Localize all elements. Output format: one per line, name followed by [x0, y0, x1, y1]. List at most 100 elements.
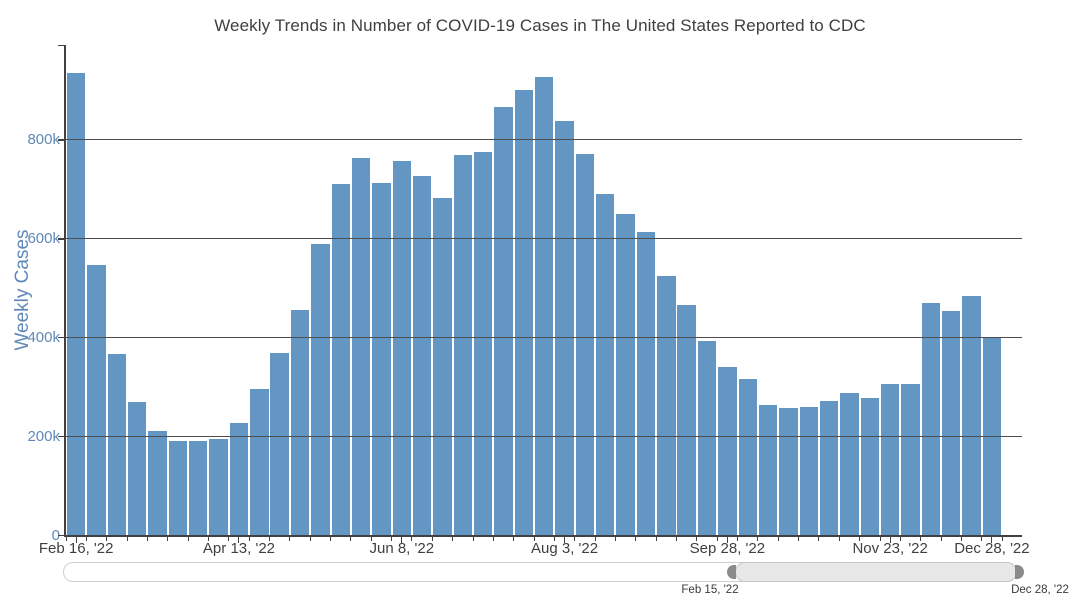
range-slider-right-handle-icon[interactable] — [1015, 565, 1024, 579]
x-tick-mark — [940, 536, 942, 541]
x-tick-mark — [391, 536, 393, 541]
bar-jun-22-22[interactable] — [433, 197, 452, 536]
x-tick-mark — [472, 536, 474, 541]
bar-dec-14-22[interactable] — [942, 310, 961, 536]
bar-aug-10-22[interactable] — [575, 153, 595, 536]
bar-nov-30-22[interactable] — [901, 383, 920, 536]
x-tick-mark-major — [564, 536, 566, 543]
x-tick-mark — [126, 536, 128, 541]
bar-feb-23-22[interactable] — [87, 264, 106, 536]
bar-aug-24-22[interactable] — [616, 214, 635, 536]
x-tick-mark — [167, 536, 169, 541]
x-tick-mark — [65, 536, 67, 541]
bar-mar-30-22[interactable] — [189, 441, 208, 536]
range-slider-selection[interactable] — [735, 562, 1017, 582]
bar-sep-28-22[interactable] — [718, 366, 737, 536]
x-tick-mark — [960, 536, 962, 541]
bar-jul-20-22[interactable] — [514, 89, 534, 536]
x-tick-mark — [676, 536, 677, 541]
x-tick-mark-major — [889, 536, 891, 543]
bar-dec-21-22[interactable] — [962, 296, 981, 536]
bar-jul-13-22[interactable] — [494, 107, 513, 536]
x-tick-mark — [899, 536, 901, 541]
bar-nov-9-22[interactable] — [840, 392, 859, 536]
x-tick-mark — [757, 536, 759, 541]
x-tick-mark — [207, 536, 209, 541]
bar-nov-2-22[interactable] — [819, 400, 839, 536]
bar-aug-3-22[interactable] — [555, 121, 574, 536]
x-tick-mark — [798, 536, 800, 541]
bar-sep-14-22[interactable] — [677, 304, 696, 536]
x-tick-mark — [553, 536, 555, 541]
x-tick-mark — [533, 536, 535, 541]
y-tick-label-200k: 200k — [27, 428, 60, 446]
x-axis-line — [64, 535, 1022, 537]
bar-may-25-22[interactable] — [351, 157, 371, 536]
bar-apr-6-22[interactable] — [209, 439, 228, 536]
bar-may-18-22[interactable] — [331, 184, 350, 536]
x-tick-mark-major — [238, 536, 240, 543]
x-tick-mark-major — [726, 536, 728, 543]
x-tick-mark-major — [75, 536, 77, 543]
x-tick-mark — [106, 536, 108, 541]
x-tick-mark — [655, 536, 657, 541]
bar-jun-15-22[interactable] — [412, 176, 432, 536]
bar-may-4-22[interactable] — [290, 310, 310, 536]
x-tick-mark — [574, 536, 576, 541]
bar-dec-7-22[interactable] — [921, 302, 941, 536]
x-tick-mark — [594, 536, 596, 541]
x-tick-mark — [309, 536, 311, 541]
bar-oct-12-22[interactable] — [758, 405, 778, 536]
bar-feb-16-22[interactable] — [66, 73, 86, 536]
bar-mar-2-22[interactable] — [107, 353, 127, 536]
x-tick-mark — [269, 536, 270, 541]
bar-sep-21-22[interactable] — [697, 340, 717, 536]
bar-jul-6-22[interactable] — [473, 152, 493, 536]
y-tick-label-800k: 800k — [27, 131, 60, 149]
range-slider-left-handle-icon[interactable] — [727, 565, 736, 579]
bar-oct-26-22[interactable] — [799, 406, 818, 536]
x-tick-label-sep-28-22: Sep 28, '22 — [689, 540, 766, 557]
bar-oct-5-22[interactable] — [738, 378, 757, 536]
bar-aug-17-22[interactable] — [596, 193, 615, 536]
bar-jul-27-22[interactable] — [535, 77, 554, 536]
bar-nov-16-22[interactable] — [860, 397, 880, 536]
bar-oct-19-22[interactable] — [779, 408, 798, 536]
bar-nov-23-22[interactable] — [880, 384, 900, 536]
bar-apr-27-22[interactable] — [270, 353, 289, 536]
bar-apr-13-22[interactable] — [229, 423, 249, 536]
x-tick-mark — [228, 536, 230, 541]
bar-sep-7-22[interactable] — [657, 276, 676, 536]
bar-jun-8-22[interactable] — [392, 160, 411, 536]
bar-may-11-22[interactable] — [311, 244, 330, 536]
bar-apr-20-22[interactable] — [250, 388, 269, 536]
bar-mar-23-22[interactable] — [168, 440, 188, 536]
bar-jun-29-22[interactable] — [453, 154, 473, 536]
bar-mar-16-22[interactable] — [148, 431, 167, 536]
x-tick-mark — [370, 536, 372, 541]
x-tick-mark — [920, 536, 922, 541]
gridline-200k — [65, 436, 1022, 438]
x-tick-mark — [350, 536, 352, 541]
y-axis-top-tick — [57, 44, 65, 46]
y-tick-mark — [57, 435, 65, 438]
x-tick-mark — [879, 536, 881, 541]
y-tick-label-400k: 400k — [27, 329, 60, 347]
bar-jun-1-22[interactable] — [372, 182, 391, 536]
x-tick-mark — [452, 536, 454, 541]
x-tick-mark — [289, 536, 291, 541]
y-tick-label-600k: 600k — [27, 230, 60, 248]
x-tick-mark-major — [401, 536, 403, 543]
range-slider-start-label: Feb 15, '22 — [681, 584, 739, 596]
x-tick-label-feb-16-22: Feb 16, '22 — [38, 540, 114, 557]
x-tick-label-dec-28-22: Dec 28, '22 — [954, 540, 1030, 557]
y-tick-mark — [57, 139, 65, 141]
x-tick-mark — [696, 536, 698, 541]
x-tick-mark — [981, 536, 983, 541]
bar-aug-31-22[interactable] — [636, 232, 656, 536]
y-axis-line — [64, 45, 66, 536]
x-tick-mark — [1001, 536, 1003, 541]
bar-mar-9-22[interactable] — [128, 401, 147, 536]
x-tick-mark — [248, 536, 250, 541]
